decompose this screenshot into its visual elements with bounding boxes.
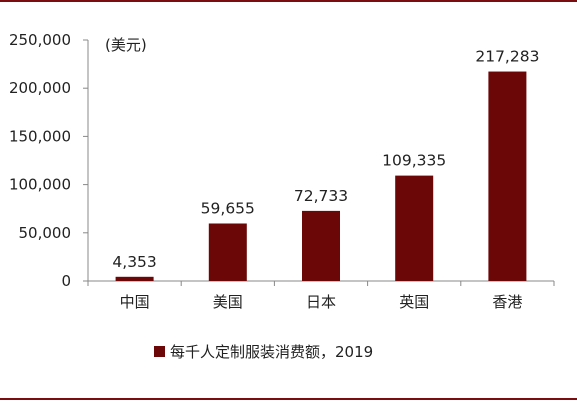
y-tick-label: 250,000 [9,31,71,49]
bar [302,210,340,281]
legend: 每千人定制服装消费额，2019 [154,343,373,361]
bar [208,223,247,281]
bar [115,276,154,281]
unit-label: (美元) [105,36,147,54]
y-tick-label: 150,000 [9,127,71,145]
category-label: 香港 [492,293,522,311]
category-labels: 中国 美国 日本 英国 香港 [120,293,523,311]
category-label: 中国 [120,293,150,311]
y-axis-ticks [83,39,88,282]
legend-swatch [154,346,165,357]
data-label: 109,335 [382,152,446,170]
data-labels: 4,353 59,655 72,733 109,335 217,283 [112,48,539,271]
data-label: 217,283 [475,48,539,66]
bars [115,71,527,281]
y-tick-label: 50,000 [19,224,72,242]
data-label: 72,733 [294,187,348,205]
category-label: 美国 [213,293,243,311]
y-tick-label: 0 [61,272,71,290]
data-label: 59,655 [201,199,255,217]
x-axis-ticks [87,281,555,286]
y-tick-label: 200,000 [9,79,71,97]
bar [488,71,527,281]
top-rule [0,0,577,2]
bar [395,175,434,281]
category-label: 英国 [399,293,429,311]
legend-label: 每千人定制服装消费额，2019 [170,343,373,361]
category-label: 日本 [306,293,336,311]
bottom-rule [0,398,577,400]
data-label: 4,353 [112,253,156,271]
y-axis-tick-labels: 0 50,000 100,000 150,000 200,000 250,000 [9,31,71,290]
y-tick-label: 100,000 [9,176,71,194]
